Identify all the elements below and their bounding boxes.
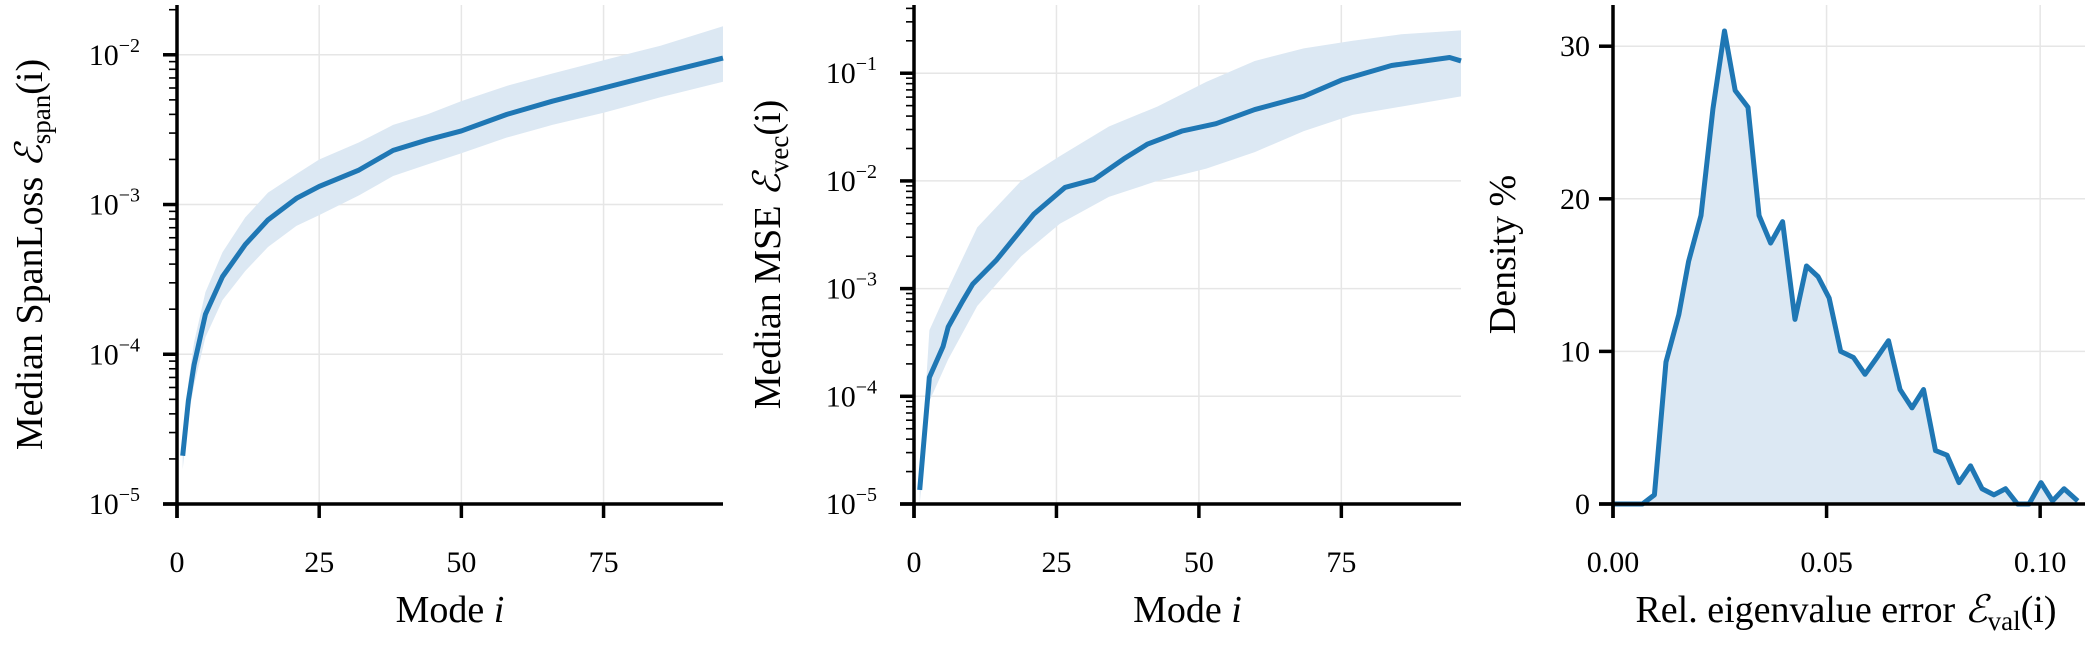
x-label-symbol: ℰ — [1965, 589, 1992, 631]
x-label-text: Mode — [1133, 589, 1231, 631]
density-fill — [1613, 30, 2078, 505]
y-tick-label: 10−4 — [826, 376, 877, 413]
x-tick-label: 75 — [589, 546, 619, 579]
tick-base: 10 — [89, 39, 119, 72]
y-label-text: Median SpanLoss — [9, 167, 51, 450]
y-tick-label: 10−5 — [89, 484, 140, 521]
y-label-argument: (i) — [9, 59, 51, 95]
x-label-argument: (i) — [2021, 589, 2057, 631]
y-tick-label: 10−2 — [89, 35, 140, 72]
y-tick-label: 10−1 — [826, 53, 877, 90]
spread-band — [182, 26, 723, 470]
y-tick-label: 10−4 — [89, 334, 140, 371]
y-tick-label: 30 — [1560, 30, 1590, 63]
tick-exponent: −5 — [856, 484, 877, 506]
tick-exponent: −3 — [119, 185, 140, 207]
x-label-text: Mode — [396, 589, 494, 631]
tick-exponent: −2 — [856, 161, 877, 183]
x-tick-label: 0.00 — [1587, 546, 1640, 579]
y-tick-label: 0 — [1575, 488, 1590, 521]
y-axis-label: Density % — [1482, 175, 1524, 334]
tick-exponent: −3 — [856, 269, 877, 291]
tick-base: 10 — [89, 488, 119, 521]
x-axis-label: Mode i — [396, 589, 505, 631]
tick-base: 10 — [826, 380, 856, 413]
tick-base: 10 — [89, 189, 119, 222]
x-tick-label: 0.10 — [2014, 546, 2067, 579]
tick-exponent: −2 — [119, 35, 140, 57]
x-label-variable: i — [494, 589, 505, 631]
y-tick-label: 10−3 — [89, 185, 140, 222]
y-label-text: Density % — [1482, 175, 1524, 334]
x-label-variable: i — [1231, 589, 1242, 631]
x-tick-label: 75 — [1326, 546, 1356, 579]
tick-base: 10 — [826, 488, 856, 521]
tick-exponent: −5 — [119, 484, 140, 506]
x-label-text: Rel. eigenvalue error — [1635, 589, 1964, 631]
y-label-argument: (i) — [747, 100, 789, 136]
y-tick-label: 10−2 — [826, 161, 877, 198]
tick-base: 10 — [826, 273, 856, 306]
y-tick-label: 20 — [1560, 183, 1590, 216]
y-axis-label: Median SpanLoss ℰspan(i) — [9, 59, 56, 450]
x-tick-label: 50 — [1184, 546, 1214, 579]
x-label-subscript: val — [1988, 606, 2021, 636]
y-axis-label: Median MSE ℰvec(i) — [747, 100, 794, 410]
x-tick-label: 0 — [907, 546, 922, 579]
y-tick-label: 10 — [1560, 335, 1590, 368]
y-label-symbol: ℰ — [9, 140, 51, 167]
y-label-subscript: span — [26, 94, 56, 144]
y-label-subscript: vec — [764, 136, 794, 173]
x-axis-label: Rel. eigenvalue error ℰval(i) — [1635, 589, 2056, 636]
tick-base: 10 — [89, 338, 119, 371]
x-tick-label: 0.05 — [1800, 546, 1853, 579]
spread-band — [919, 30, 1461, 504]
x-tick-label: 0 — [170, 546, 185, 579]
y-tick-label: 10−3 — [826, 269, 877, 306]
tick-exponent: −1 — [856, 53, 877, 75]
x-tick-label: 50 — [446, 546, 476, 579]
tick-base: 10 — [826, 165, 856, 198]
y-label-text: Median MSE — [747, 196, 789, 409]
x-tick-label: 25 — [304, 546, 334, 579]
tick-exponent: −4 — [119, 334, 140, 356]
y-label-symbol: ℰ — [747, 169, 789, 196]
x-axis-label: Mode i — [1133, 589, 1242, 631]
panel-3: 0.00 0.05 0.10 0 10 20 30 Rel. eigenvalue error… — [1482, 5, 2085, 636]
median-line — [180, 55, 724, 457]
median-line — [917, 54, 1462, 491]
tick-base: 10 — [826, 57, 856, 90]
x-tick-label: 25 — [1041, 546, 1071, 579]
y-tick-label: 10−5 — [826, 484, 877, 521]
tick-exponent: −4 — [856, 376, 877, 398]
